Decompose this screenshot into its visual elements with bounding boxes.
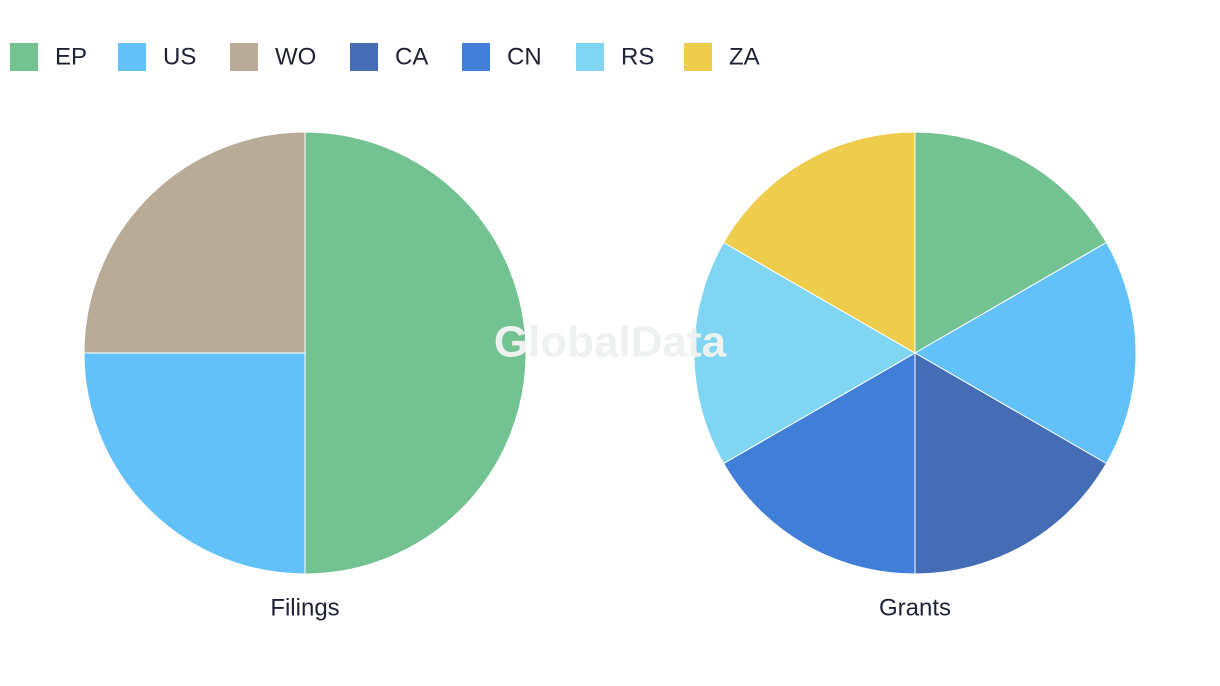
- pie-slice: [722, 131, 916, 354]
- legend-swatch: [350, 43, 378, 71]
- legend-label: EP: [55, 43, 87, 70]
- legend-label: ZA: [729, 43, 760, 70]
- legend-label: RS: [621, 43, 654, 70]
- chart-title: Filings: [270, 594, 339, 621]
- legend-label: WO: [275, 43, 316, 70]
- legend-label: CA: [395, 43, 428, 70]
- legend-label: CN: [507, 43, 542, 70]
- pie-slice: [83, 131, 306, 354]
- legend-swatch: [118, 43, 146, 71]
- pie-slice: [83, 352, 306, 575]
- legend-swatch: [10, 43, 38, 71]
- legend-label: US: [163, 43, 196, 70]
- pie-slice: [914, 352, 1108, 575]
- chart-title: Grants: [879, 594, 951, 621]
- pie-slice: [304, 131, 527, 575]
- legend-swatch: [230, 43, 258, 71]
- watermark: GlobalData: [494, 318, 727, 367]
- pie-slice: [914, 131, 1108, 354]
- legend-swatch: [684, 43, 712, 71]
- legend-swatch: [462, 43, 490, 71]
- pie-slice: [722, 352, 916, 575]
- pie-slice: [693, 241, 917, 465]
- legend-swatch: [576, 43, 604, 71]
- pie-slice: [914, 241, 1137, 465]
